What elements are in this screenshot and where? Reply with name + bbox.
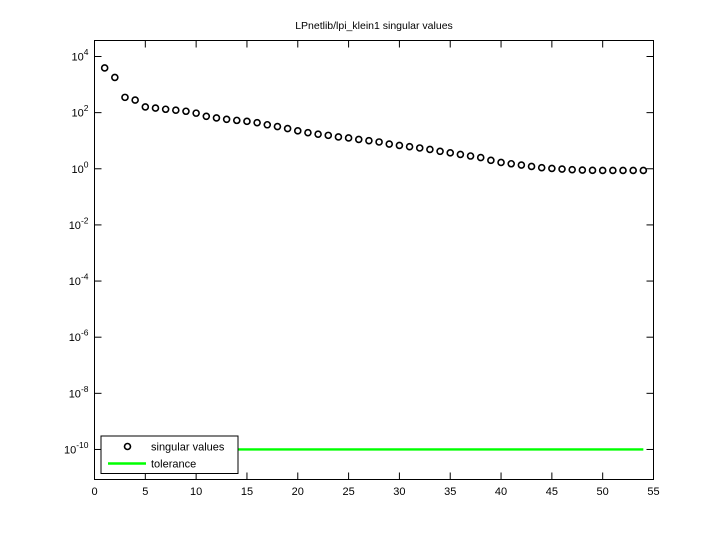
singular-value-marker (578, 166, 587, 174)
singular-value-marker (283, 124, 292, 133)
x-tick-label: 20 (292, 486, 304, 498)
singular-value-marker (304, 128, 312, 137)
singular-value-marker (253, 118, 261, 127)
x-tick-label: 40 (495, 486, 507, 498)
x-tick-label: 5 (142, 486, 148, 498)
singular-value-marker (548, 164, 556, 173)
x-tick-label: 15 (241, 486, 253, 498)
y-tick-label: 10-6 (69, 328, 89, 345)
singular-value-marker (568, 165, 576, 174)
singular-value-marker (273, 122, 282, 131)
legend-label-singular-values: singular values (151, 442, 225, 454)
singular-value-marker (629, 166, 637, 175)
plot-area: 0 5 10 15 20 25 30 35 40 45 50 55 104 102 100 10-2 10-4 1… (64, 40, 660, 498)
singular-value-marker (527, 162, 536, 171)
y-tick-label: 10-2 (69, 215, 89, 232)
singular-value-marker (375, 138, 383, 146)
singular-value-marker (293, 127, 302, 135)
plot-box (94, 40, 654, 480)
singular-value-marker (354, 135, 363, 144)
singular-value-marker (476, 153, 485, 162)
singular-value-marker (619, 166, 627, 175)
singular-value-marker (497, 158, 505, 167)
legend-label-tolerance: tolerance (151, 459, 196, 471)
x-tick-label: 30 (393, 486, 405, 498)
legend-marker-icon (123, 442, 132, 451)
singular-value-marker (182, 107, 190, 116)
singular-value-marker (365, 136, 373, 145)
singular-value-marker (537, 163, 546, 172)
singular-value-marker (639, 166, 648, 175)
singular-value-marker (436, 147, 444, 156)
singular-value-marker (415, 144, 424, 152)
singular-value-marker (456, 150, 465, 159)
singular-value-marker (344, 134, 353, 142)
singular-value-marker (222, 115, 231, 124)
singular-value-marker (487, 156, 495, 165)
singular-value-marker (609, 166, 617, 175)
singular-value-marker (334, 133, 343, 141)
singular-value-marker (588, 166, 597, 175)
singular-value-marker (446, 149, 455, 157)
x-tick-label: 55 (647, 486, 659, 498)
y-tick-label: 10-4 (69, 272, 89, 289)
y-tick-label: 104 (72, 47, 89, 64)
y-tick-label: 10-8 (69, 384, 89, 401)
singular-value-marker (558, 165, 566, 173)
y-tick-label: 102 (72, 103, 89, 120)
singular-value-marker (395, 141, 404, 150)
singular-value-marker (172, 106, 180, 115)
singular-value-marker (517, 161, 526, 169)
x-tick-label: 50 (597, 486, 609, 498)
singular-value-marker (100, 64, 109, 72)
legend-box (100, 435, 239, 474)
x-tick-label: 45 (546, 486, 558, 498)
x-tick-label: 35 (444, 486, 456, 498)
x-tick-label: 10 (190, 486, 202, 498)
singular-value-marker (263, 120, 272, 129)
singular-value-marker (202, 112, 211, 121)
y-tick-label: 100 (72, 159, 89, 176)
singular-value-marker (151, 104, 160, 112)
singular-value-marker (314, 130, 322, 138)
singular-value-marker (385, 140, 394, 148)
singular-value-marker (324, 131, 333, 140)
chart-title: LPnetlib/lpi_klein1 singular values (295, 20, 453, 32)
singular-value-marker (141, 103, 150, 111)
singular-value-marker (598, 166, 607, 175)
singular-value-marker (111, 73, 119, 82)
singular-value-marker (212, 114, 221, 122)
y-tick-label: 10-10 (64, 440, 89, 457)
x-tick-label: 0 (91, 486, 97, 498)
singular-value-marker (192, 109, 200, 117)
singular-value-marker (507, 159, 516, 168)
singular-value-marker (426, 145, 434, 154)
singular-value-marker (121, 93, 129, 102)
singular-value-marker (466, 152, 475, 160)
x-tick-label: 25 (342, 486, 354, 498)
singular-value-marker (232, 116, 241, 125)
singular-value-marker (161, 105, 170, 114)
singular-value-marker (243, 117, 251, 126)
singular-value-marker (405, 142, 414, 151)
singular-value-marker (131, 96, 139, 104)
